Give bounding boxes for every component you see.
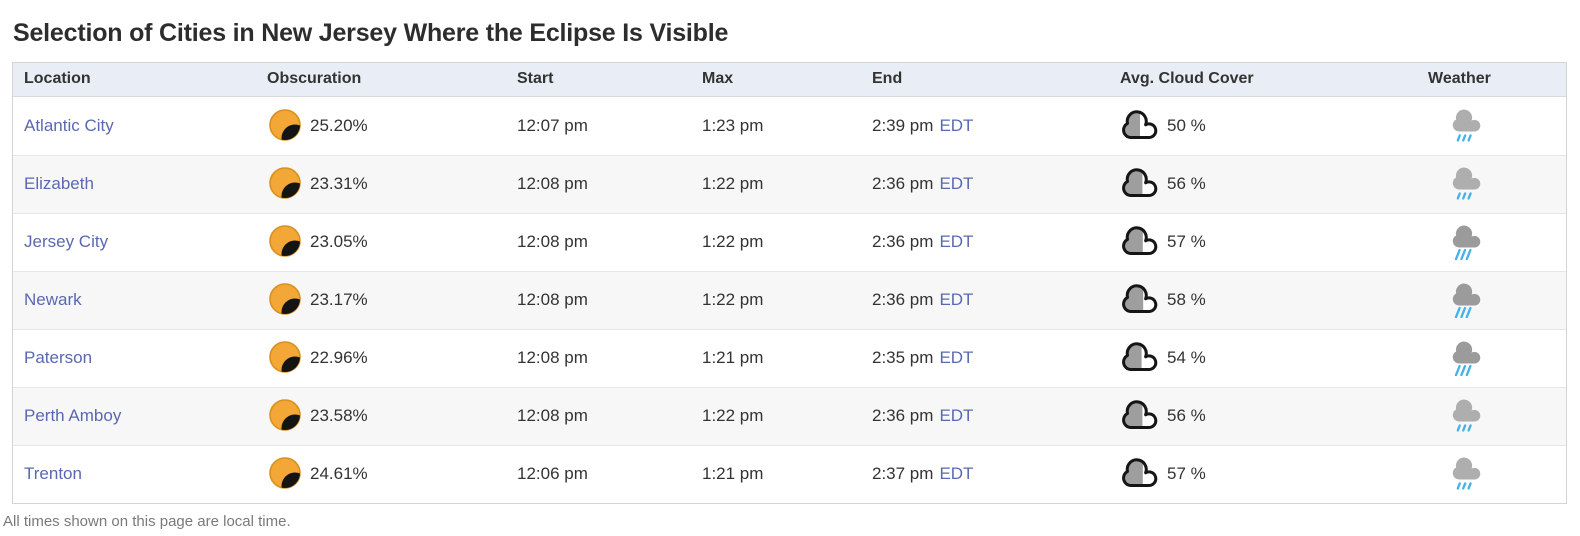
- obscuration-value: 23.17%: [310, 290, 368, 310]
- cloud-cover-icon: [1122, 110, 1158, 139]
- end-time: 2:36 pm: [872, 232, 934, 252]
- column-header-obscuration: Obscuration: [267, 70, 362, 88]
- end-time: 2:35 pm: [872, 348, 934, 368]
- column-header-end: End: [872, 70, 903, 88]
- cloud-cover-value: 56 %: [1167, 406, 1206, 426]
- column-header-start: Start: [517, 70, 554, 88]
- weather-icon[interactable]: [1447, 282, 1483, 319]
- cloud-cover-icon: [1122, 458, 1158, 488]
- weather-icon[interactable]: [1447, 456, 1483, 492]
- cloud-cover-icon: [1122, 284, 1158, 314]
- timezone-link[interactable]: EDT: [939, 174, 974, 194]
- max-time: 1:22 pm: [702, 290, 764, 310]
- table-row: Newark 23.17% 12:08 pm 1:22 pm 2:36 pm ED…: [13, 270, 1566, 329]
- start-time: 12:08 pm: [517, 348, 588, 368]
- end-time: 2:37 pm: [872, 464, 934, 484]
- city-link[interactable]: Trenton: [24, 464, 82, 484]
- start-time: 12:08 pm: [517, 406, 588, 426]
- timezone-link[interactable]: EDT: [939, 406, 974, 426]
- obscuration-value: 24.61%: [310, 464, 368, 484]
- column-header-max: Max: [702, 70, 734, 88]
- weather-icon[interactable]: [1447, 224, 1483, 261]
- weather-icon[interactable]: [1447, 166, 1483, 202]
- cloud-cover-value: 58 %: [1167, 290, 1206, 310]
- partial-eclipse-icon: [269, 399, 301, 432]
- max-time: 1:22 pm: [702, 174, 764, 194]
- table-row: Jersey City 23.05% 12:08 pm 1:22 pm 2:36…: [13, 212, 1566, 271]
- end-time: 2:36 pm: [872, 290, 934, 310]
- city-link[interactable]: Paterson: [24, 348, 93, 368]
- end-time: 2:36 pm: [872, 174, 934, 194]
- cloud-cover-value: 57 %: [1167, 464, 1206, 484]
- weather-icon[interactable]: [1447, 398, 1483, 434]
- timezone-link[interactable]: EDT: [939, 290, 974, 310]
- cloud-cover-icon: [1122, 168, 1158, 198]
- timezone-link[interactable]: EDT: [939, 348, 974, 368]
- obscuration-value: 23.05%: [310, 232, 368, 252]
- max-time: 1:22 pm: [702, 232, 764, 252]
- cloud-cover-value: 50 %: [1167, 115, 1206, 135]
- partial-eclipse-icon: [269, 225, 301, 258]
- cloud-cover-value: 54 %: [1167, 348, 1206, 368]
- city-link[interactable]: Elizabeth: [24, 174, 94, 194]
- max-time: 1:22 pm: [702, 406, 764, 426]
- table-row: Paterson 22.96% 12:08 pm 1:21 pm 2:35 pm…: [13, 328, 1566, 387]
- max-time: 1:23 pm: [702, 115, 764, 135]
- cloud-cover-icon: [1122, 226, 1158, 256]
- timezone-link[interactable]: EDT: [939, 115, 974, 135]
- page-title: Selection of Cities in New Jersey Where …: [13, 19, 729, 47]
- max-time: 1:21 pm: [702, 348, 764, 368]
- table-row: Perth Amboy 23.58% 12:08 pm 1:22 pm 2:36…: [13, 386, 1566, 445]
- table-row: Trenton 24.61% 12:06 pm 1:21 pm 2:37 pm E…: [13, 444, 1566, 503]
- partial-eclipse-icon: [269, 457, 301, 490]
- cloud-cover-icon: [1122, 400, 1158, 430]
- weather-icon[interactable]: [1447, 108, 1483, 144]
- city-link[interactable]: Atlantic City: [24, 115, 114, 135]
- weather-icon[interactable]: [1447, 340, 1483, 377]
- cloud-cover-icon: [1122, 342, 1158, 372]
- partial-eclipse-icon: [269, 341, 301, 374]
- end-time: 2:39 pm: [872, 115, 934, 135]
- column-header-cloud-cover: Avg. Cloud Cover: [1120, 70, 1254, 88]
- table-row: Atlantic City 25.20% 12:07 pm 1:23 pm 2:…: [13, 96, 1566, 155]
- start-time: 12:06 pm: [517, 464, 588, 484]
- partial-eclipse-icon: [269, 283, 301, 316]
- obscuration-value: 25.20%: [310, 115, 368, 135]
- obscuration-value: 22.96%: [310, 348, 368, 368]
- partial-eclipse-icon: [269, 108, 301, 141]
- obscuration-value: 23.58%: [310, 406, 368, 426]
- start-time: 12:08 pm: [517, 290, 588, 310]
- table-row: Elizabeth 23.31% 12:08 pm 1:22 pm 2:36 p…: [13, 154, 1566, 213]
- cloud-cover-value: 57 %: [1167, 232, 1206, 252]
- column-header-location: Location: [24, 70, 91, 88]
- city-link[interactable]: Perth Amboy: [24, 406, 122, 426]
- partial-eclipse-icon: [269, 167, 301, 200]
- column-header-weather: Weather: [1428, 70, 1491, 88]
- start-time: 12:07 pm: [517, 115, 588, 135]
- cloud-cover-value: 56 %: [1167, 174, 1206, 194]
- timezone-link[interactable]: EDT: [939, 464, 974, 484]
- table-header-row: Location Obscuration Start Max End Avg. …: [13, 62, 1566, 97]
- city-link[interactable]: Jersey City: [24, 232, 109, 252]
- end-time: 2:36 pm: [872, 406, 934, 426]
- city-link[interactable]: Newark: [24, 290, 82, 310]
- cities-table: Location Obscuration Start Max End Avg. …: [12, 61, 1567, 504]
- obscuration-value: 23.31%: [310, 174, 368, 194]
- start-time: 12:08 pm: [517, 174, 588, 194]
- timezone-link[interactable]: EDT: [939, 232, 974, 252]
- start-time: 12:08 pm: [517, 232, 588, 252]
- max-time: 1:21 pm: [702, 464, 764, 484]
- footnote: All times shown on this page are local t…: [3, 512, 291, 530]
